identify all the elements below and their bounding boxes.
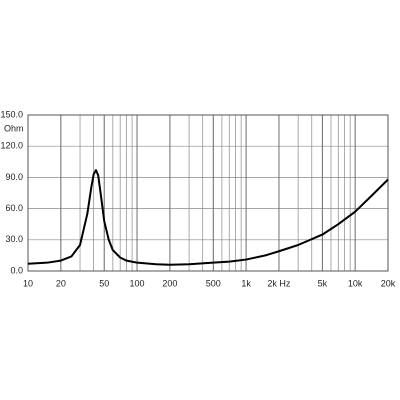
x-tick-label: 5k xyxy=(318,278,328,288)
impedance-curve xyxy=(27,169,389,266)
x-tick-label: 500 xyxy=(206,278,221,288)
y-tick-label: 0.0 xyxy=(10,265,23,275)
x-tick-label: 200 xyxy=(162,278,177,288)
y-unit-label: Ohm xyxy=(4,123,24,133)
x-tick-label: 50 xyxy=(99,278,109,288)
x-tick-label: 20 xyxy=(56,278,66,288)
x-tick-label: 20k xyxy=(381,278,396,288)
x-tick-label: 2k Hz xyxy=(267,278,291,288)
x-tick-label: 1k xyxy=(241,278,251,288)
x-tick-label: 10k xyxy=(348,278,363,288)
x-tick-label: 10 xyxy=(23,278,33,288)
y-tick-label: 120.0 xyxy=(0,141,23,151)
y-tick-label: 90.0 xyxy=(5,172,23,182)
y-tick-label: 60.0 xyxy=(5,203,23,213)
y-tick-label: 150.0 xyxy=(0,109,23,119)
x-tick-label: 100 xyxy=(130,278,145,288)
y-tick-label: 30.0 xyxy=(5,234,23,244)
plot-frame xyxy=(27,114,389,272)
